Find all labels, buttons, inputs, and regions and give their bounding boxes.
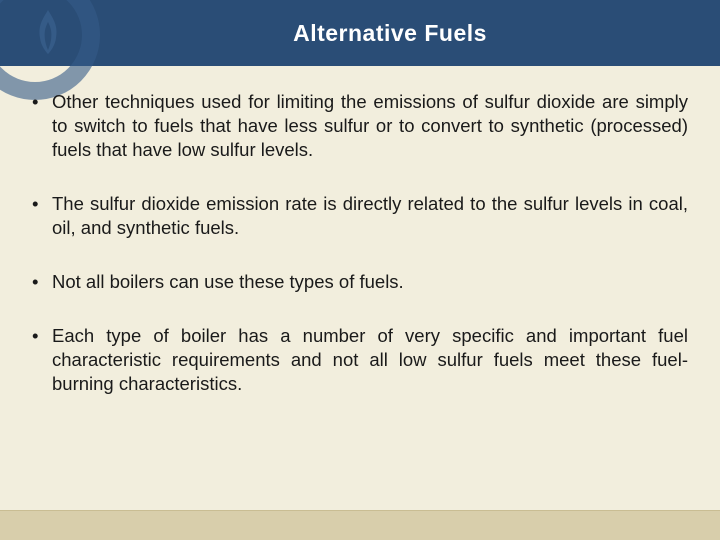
bullet-item: The sulfur dioxide emission rate is dire… (32, 192, 688, 240)
bullet-list: Other techniques used for limiting the e… (32, 90, 688, 396)
bullet-item: Each type of boiler has a number of very… (32, 324, 688, 396)
slide-title: Alternative Fuels (0, 20, 720, 47)
bullet-item: Not all boilers can use these types of f… (32, 270, 688, 294)
bullet-item: Other techniques used for limiting the e… (32, 90, 688, 162)
footer-band (0, 510, 720, 540)
header-band: Alternative Fuels (0, 0, 720, 66)
content-area: Other techniques used for limiting the e… (0, 66, 720, 396)
flame-icon (30, 8, 66, 56)
